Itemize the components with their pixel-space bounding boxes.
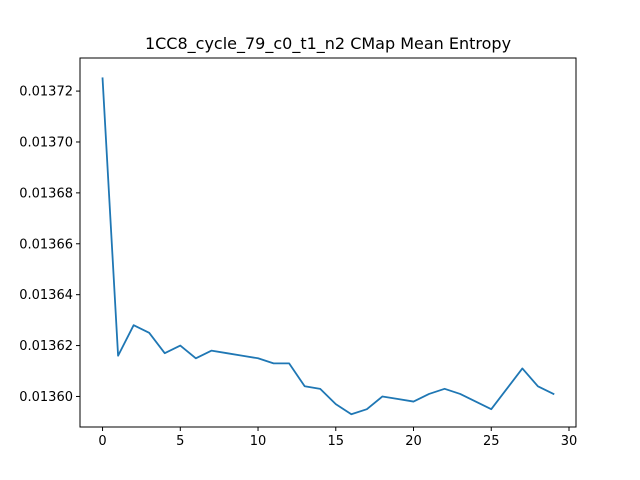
y-tick-label: 0.01370 — [19, 135, 73, 150]
ticks-layer: 0 5 10 15 20 25 30 0.01360 0.01362 0.01364 0.01366… — [19, 85, 577, 449]
series-line — [101, 77, 555, 416]
y-tick-label: 0.01372 — [19, 85, 73, 100]
y-tick-label: 0.01366 — [19, 237, 73, 252]
x-tick-label: 0 — [98, 434, 106, 449]
chart-title: 1CC8_cycle_79_c0_t1_n2 CMap Mean Entropy — [145, 34, 511, 54]
x-tick-label: 10 — [250, 434, 267, 449]
x-tick-label: 25 — [483, 434, 500, 449]
y-tick-label: 0.01368 — [19, 186, 73, 201]
y-tick-label: 0.01362 — [19, 339, 73, 354]
series-layer — [101, 77, 555, 416]
axes-frame — [79, 57, 577, 428]
y-tick-label: 0.01364 — [19, 288, 73, 303]
y-tick-label: 0.01360 — [19, 390, 73, 405]
x-tick-label: 20 — [405, 434, 422, 449]
x-tick-label: 30 — [561, 434, 578, 449]
x-tick-label: 5 — [176, 434, 184, 449]
x-tick-label: 15 — [328, 434, 345, 449]
